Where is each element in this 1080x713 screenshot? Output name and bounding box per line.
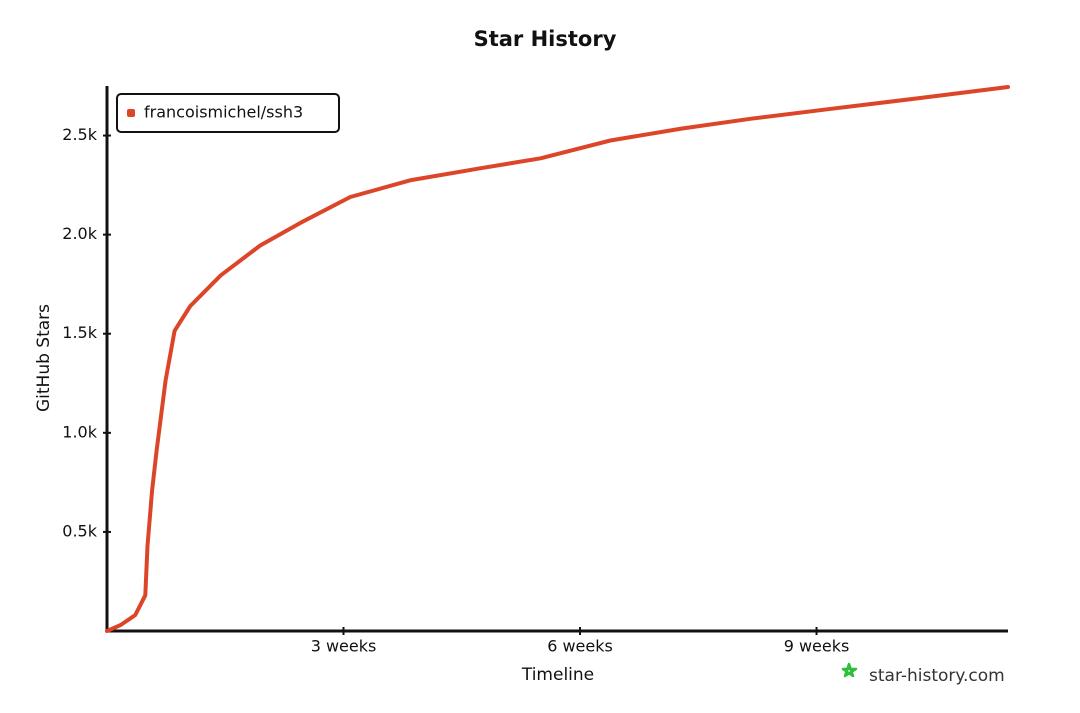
- y-tick-label: 1.5k: [62, 323, 97, 342]
- x-tick-label: 3 weeks: [311, 637, 377, 656]
- x-tick-label: 9 weeks: [784, 637, 850, 656]
- y-tick-label: 2.5k: [62, 125, 97, 144]
- y-tick-label: 2.0k: [62, 224, 97, 243]
- legend-box: [116, 93, 340, 133]
- x-axis-label: Timeline: [521, 665, 594, 685]
- watermark: star-history.com: [869, 666, 1005, 686]
- chart-title: Star History: [474, 27, 617, 51]
- x-tick-label: 6 weeks: [547, 637, 613, 656]
- y-axis-label: GitHub Stars: [34, 304, 54, 412]
- legend-label: francoismichel/ssh3: [144, 103, 303, 122]
- y-tick-label: 1.0k: [62, 422, 97, 441]
- legend-swatch: [127, 109, 135, 117]
- y-tick-label: 0.5k: [62, 521, 97, 540]
- line-series: [105, 85, 1010, 633]
- watermark-icon: [841, 662, 858, 678]
